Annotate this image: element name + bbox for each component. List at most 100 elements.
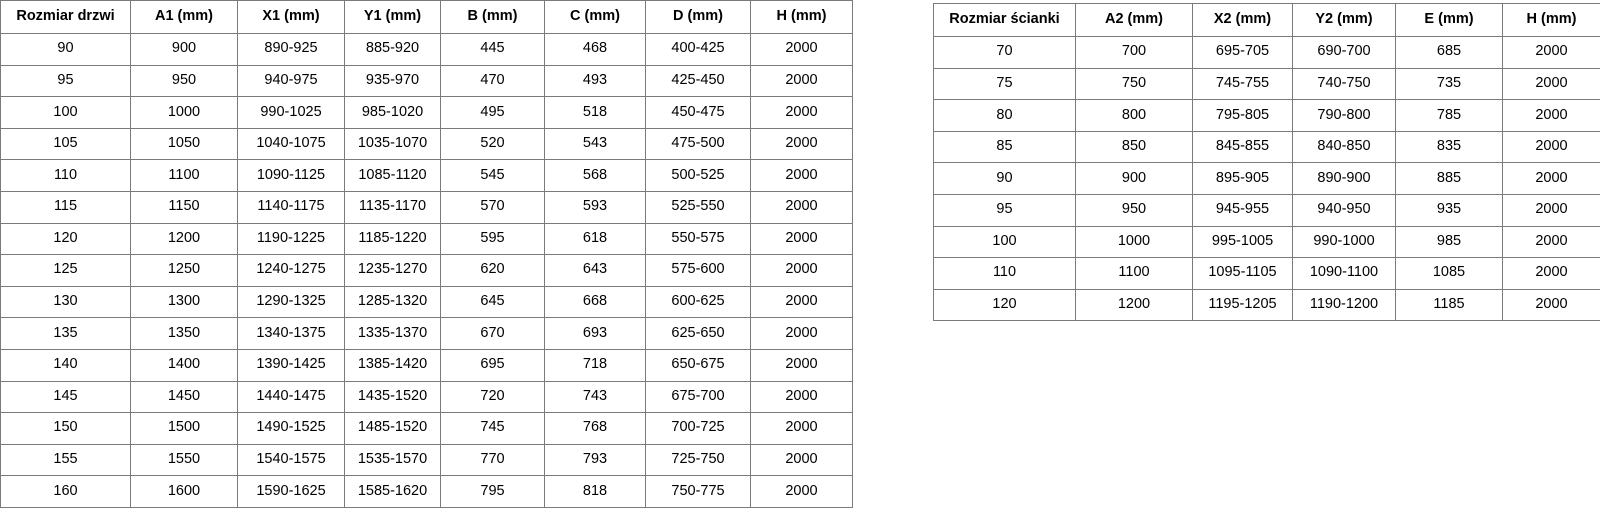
table-cell: 95 — [933, 193, 1076, 227]
table-cell: 790-800 — [1292, 99, 1396, 132]
table-cell: 120 — [933, 288, 1076, 322]
table-cell: 2000 — [750, 222, 853, 256]
table-cell: 1540-1575 — [237, 443, 345, 477]
table-cell: 890-925 — [237, 33, 345, 66]
door-size-specification-table: Rozmiar drzwi A1 (mm) X1 (mm) Y1 (mm) B (mm)… — [0, 0, 853, 508]
table-cell: 1440-1475 — [237, 380, 345, 414]
table-cell: 795-805 — [1192, 99, 1293, 132]
table-cell: 1190-1225 — [237, 222, 345, 256]
table-row: 135 1350 1340-1375 1335-1370 670 693 625-650 20… — [0, 317, 853, 350]
table-cell: 745-755 — [1192, 67, 1293, 101]
table-cell: 525-550 — [645, 190, 751, 224]
table-cell: 145 — [0, 380, 131, 414]
wall-table-header: Rozmiar ścianki A2 (mm) X2 (mm) Y2 (mm) E (m… — [933, 3, 1600, 37]
table-cell: 125 — [0, 254, 131, 287]
table-cell: 70 — [933, 36, 1076, 69]
wall-column-header-1: A2 (mm) — [1075, 3, 1193, 37]
table-cell: 835 — [1395, 130, 1503, 164]
table-cell: 1085 — [1395, 257, 1503, 290]
table-cell: 2000 — [1502, 288, 1600, 322]
wall-column-header-0: Rozmiar ścianki — [933, 3, 1076, 37]
table-cell: 900 — [130, 33, 238, 66]
table-cell: 770 — [440, 443, 545, 477]
table-cell: 2000 — [750, 159, 853, 192]
table-cell: 135 — [0, 317, 131, 350]
table-cell: 800 — [1075, 99, 1193, 132]
table-cell: 85 — [933, 130, 1076, 164]
table-row: 130 1300 1290-1325 1285-1320 645 668 600-625 20… — [0, 285, 853, 319]
table-cell: 750 — [1075, 67, 1193, 101]
table-cell: 95 — [0, 64, 131, 98]
door-table-header: Rozmiar drzwi A1 (mm) X1 (mm) Y1 (mm) B (mm)… — [0, 0, 853, 34]
table-cell: 885 — [1395, 162, 1503, 195]
table-cell: 120 — [0, 222, 131, 256]
table-cell: 1095-1105 — [1192, 257, 1293, 290]
table-row: 140 1400 1390-1425 1385-1420 695 718 650-675 20… — [0, 348, 853, 382]
table-row: 75 750 745-755 740-750 735 2000 — [933, 67, 1600, 101]
table-cell: 2000 — [1502, 67, 1600, 101]
table-cell: 2000 — [750, 190, 853, 224]
table-cell: 475-500 — [645, 127, 751, 161]
table-cell: 1340-1375 — [237, 317, 345, 350]
table-cell: 2000 — [750, 96, 853, 129]
table-cell: 1585-1620 — [344, 475, 441, 508]
wall-panel-size-specification-table: Rozmiar ścianki A2 (mm) X2 (mm) Y2 (mm) E (m… — [933, 3, 1600, 322]
table-cell: 1040-1075 — [237, 127, 345, 161]
table-cell: 725-750 — [645, 443, 751, 477]
table-cell: 745 — [440, 412, 545, 445]
table-cell: 75 — [933, 67, 1076, 101]
table-cell: 2000 — [750, 412, 853, 445]
door-column-header-6: D (mm) — [645, 0, 751, 34]
table-cell: 950 — [130, 64, 238, 98]
table-cell: 1200 — [130, 222, 238, 256]
table-row: 115 1150 1140-1175 1135-1170 570 593 525-550 20… — [0, 190, 853, 224]
table-cell: 468 — [544, 33, 646, 66]
wall-column-header-5: H (mm) — [1502, 3, 1600, 37]
table-cell: 2000 — [750, 254, 853, 287]
table-cell: 130 — [0, 285, 131, 319]
table-cell: 568 — [544, 159, 646, 192]
table-cell: 1135-1170 — [344, 190, 441, 224]
table-cell: 935 — [1395, 193, 1503, 227]
table-cell: 935-970 — [344, 64, 441, 98]
table-row: 90 900 895-905 890-900 885 2000 — [933, 162, 1600, 195]
table-cell: 990-1025 — [237, 96, 345, 129]
table-row: 95 950 940-975 935-970 470 493 425-450 2000 — [0, 64, 853, 98]
table-cell: 550-575 — [645, 222, 751, 256]
table-cell: 100 — [933, 225, 1076, 259]
table-row: 120 1200 1190-1225 1185-1220 595 618 550-575 20… — [0, 222, 853, 256]
door-table-body: 90 900 890-925 885-920 445 468 400-425 2000 95 95… — [0, 33, 853, 508]
table-cell: 743 — [544, 380, 646, 414]
table-cell: 618 — [544, 222, 646, 256]
table-cell: 1100 — [1075, 257, 1193, 290]
table-cell: 1185 — [1395, 288, 1503, 322]
wall-column-header-2: X2 (mm) — [1192, 3, 1293, 37]
table-cell: 785 — [1395, 99, 1503, 132]
table-cell: 140 — [0, 348, 131, 382]
table-cell: 668 — [544, 285, 646, 319]
table-cell: 1390-1425 — [237, 348, 345, 382]
table-cell: 735 — [1395, 67, 1503, 101]
table-cell: 1185-1220 — [344, 222, 441, 256]
table-row: 80 800 795-805 790-800 785 2000 — [933, 99, 1600, 132]
table-cell: 718 — [544, 348, 646, 382]
table-cell: 650-675 — [645, 348, 751, 382]
table-cell: 950 — [1075, 193, 1193, 227]
table-cell: 110 — [933, 257, 1076, 290]
table-cell: 1550 — [130, 443, 238, 477]
table-header-row: Rozmiar ścianki A2 (mm) X2 (mm) Y2 (mm) E (m… — [933, 3, 1600, 37]
table-cell: 2000 — [1502, 225, 1600, 259]
table-cell: 645 — [440, 285, 545, 319]
table-cell: 1190-1200 — [1292, 288, 1396, 322]
table-cell: 500-525 — [645, 159, 751, 192]
table-row: 110 1100 1095-1105 1090-1100 1085 2000 — [933, 257, 1600, 290]
table-cell: 795 — [440, 475, 545, 508]
table-cell: 940-975 — [237, 64, 345, 98]
table-cell: 425-450 — [645, 64, 751, 98]
table-cell: 155 — [0, 443, 131, 477]
door-column-header-2: X1 (mm) — [237, 0, 345, 34]
table-row: 125 1250 1240-1275 1235-1270 620 643 575-600 20… — [0, 254, 853, 287]
door-column-header-1: A1 (mm) — [130, 0, 238, 34]
table-cell: 740-750 — [1292, 67, 1396, 101]
